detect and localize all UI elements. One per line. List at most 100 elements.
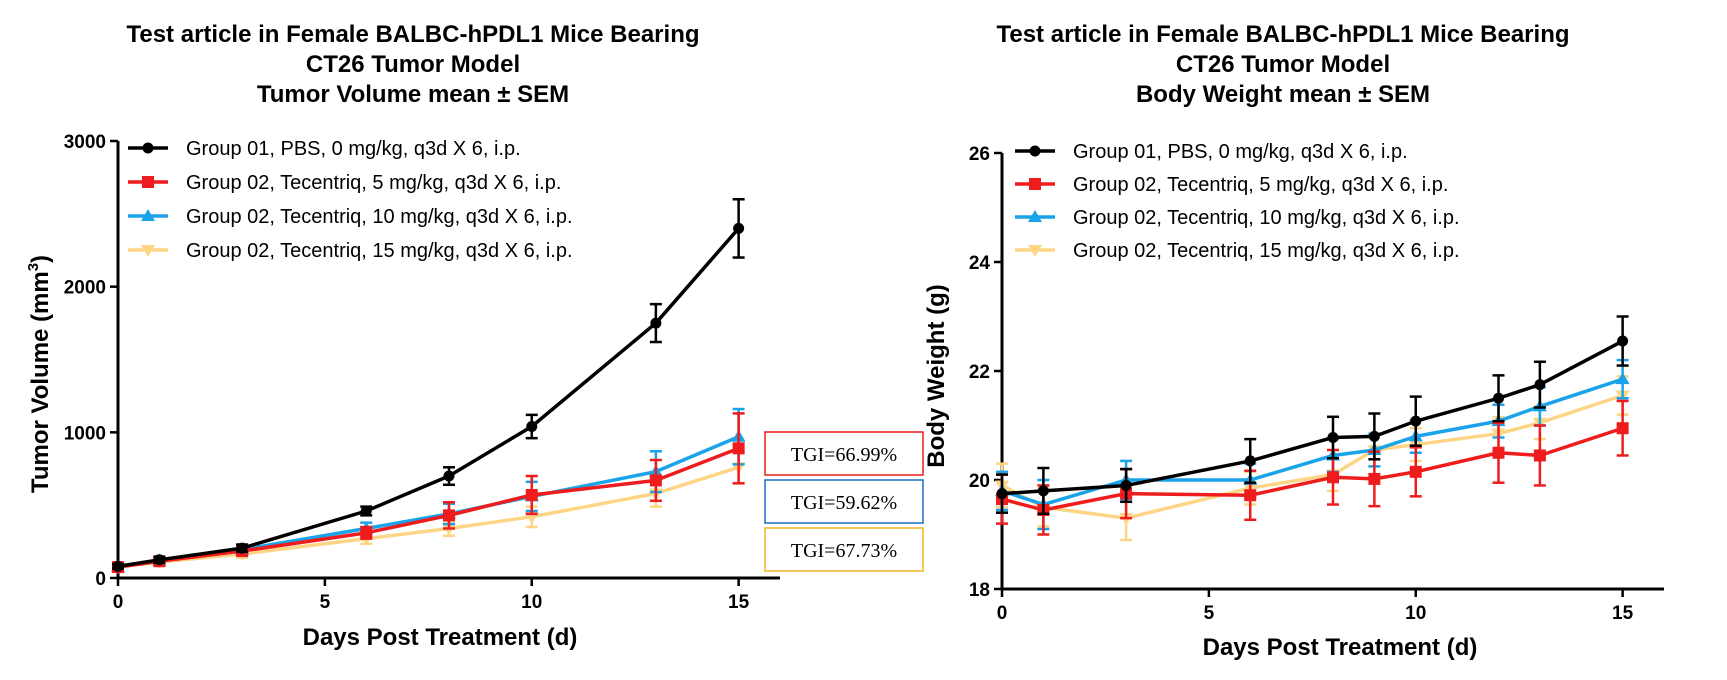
legend-label: Group 02, Tecentriq, 10 mg/kg, q3d X 6, … bbox=[186, 206, 573, 228]
data-point bbox=[1244, 489, 1257, 502]
data-point bbox=[526, 421, 538, 433]
series-line bbox=[1001, 339, 1624, 496]
data-point bbox=[1368, 430, 1380, 442]
y-tick-label: 22 bbox=[969, 362, 990, 383]
x-tick-label: 10 bbox=[1405, 603, 1426, 624]
x-tick-label: 10 bbox=[521, 592, 542, 613]
data-point bbox=[1492, 446, 1505, 459]
chart-title-line-1: Test article in Female BALBC-hPDL1 Mice … bbox=[126, 21, 699, 48]
tgi-text-5mg: TGI=66.99% bbox=[791, 444, 897, 466]
x-axis-label: Days Post Treatment (d) bbox=[1203, 634, 1478, 661]
legend-marker bbox=[142, 142, 154, 154]
data-point bbox=[1493, 392, 1504, 404]
legend-marker bbox=[1028, 245, 1042, 257]
series-1 bbox=[112, 198, 745, 572]
y-axis-label-text: Tumor Volume (mm bbox=[27, 271, 54, 493]
y-tick-label: 26 bbox=[969, 144, 990, 165]
chart-title-line-3: Tumor Volume mean ± SEM bbox=[257, 81, 569, 108]
x-tick-label: 0 bbox=[113, 592, 124, 613]
y-tick-label: 3000 bbox=[64, 132, 106, 153]
x-tick-label: 5 bbox=[1204, 603, 1215, 624]
tumor-volume-chart: Test article in Female BALBC-hPDL1 Mice … bbox=[25, 21, 924, 651]
data-point bbox=[1327, 471, 1339, 484]
legend-marker bbox=[1028, 210, 1042, 222]
legend-item-2: Group 02, Tecentriq, 5 mg/kg, q3d X 6, i… bbox=[128, 172, 561, 194]
tgi-box-15mg bbox=[764, 527, 924, 572]
data-point bbox=[360, 526, 373, 539]
data-point bbox=[996, 488, 1008, 500]
data-point bbox=[649, 474, 662, 487]
tgi-annotation-5mg: TGI=66.99% bbox=[764, 431, 924, 476]
tgi-box-5mg bbox=[764, 431, 924, 476]
chart-title-line-2: CT26 Tumor Model bbox=[1176, 51, 1390, 78]
data-point bbox=[443, 509, 455, 522]
legend-marker bbox=[142, 176, 154, 188]
legend-item-3: Group 02, Tecentriq, 10 mg/kg, q3d X 6, … bbox=[1015, 207, 1460, 229]
data-point bbox=[1533, 449, 1546, 462]
series-line bbox=[117, 227, 740, 569]
tgi-annotation-10mg: TGI=59.62% bbox=[764, 479, 924, 524]
legend-item-1: Group 01, PBS, 0 mg/kg, q3d X 6, i.p. bbox=[1015, 141, 1408, 163]
legend-label: Group 02, Tecentriq, 5 mg/kg, q3d X 6, i… bbox=[1073, 174, 1448, 196]
legend-item-3: Group 02, Tecentriq, 10 mg/kg, q3d X 6, … bbox=[128, 206, 573, 228]
y-tick-label: 1000 bbox=[64, 423, 106, 444]
data-point bbox=[236, 542, 248, 554]
chart-title-line-3: Body Weight mean ± SEM bbox=[1136, 81, 1430, 108]
legend-label: Group 02, Tecentriq, 15 mg/kg, q3d X 6, … bbox=[1073, 240, 1460, 262]
series-line bbox=[117, 435, 740, 569]
data-point bbox=[1410, 415, 1422, 427]
legend-marker bbox=[1029, 178, 1041, 190]
data-point bbox=[153, 554, 165, 566]
body-weight-chart: Test article in Female BALBC-hPDL1 Mice … bbox=[923, 21, 1664, 661]
legend-marker bbox=[141, 209, 155, 221]
data-point bbox=[443, 470, 455, 482]
data-point bbox=[1368, 472, 1381, 485]
legend-label: Group 02, Tecentriq, 10 mg/kg, q3d X 6, … bbox=[1073, 207, 1460, 229]
series-line bbox=[1001, 426, 1624, 512]
x-tick-label: 15 bbox=[728, 592, 750, 613]
data-point bbox=[1534, 379, 1546, 391]
legend-label: Group 02, Tecentriq, 5 mg/kg, q3d X 6, i… bbox=[186, 172, 561, 194]
data-point bbox=[1617, 335, 1629, 347]
legend-item-1: Group 01, PBS, 0 mg/kg, q3d X 6, i.p. bbox=[128, 138, 521, 160]
data-point bbox=[1037, 485, 1049, 497]
series-line bbox=[117, 446, 740, 569]
y-tick-label: 2000 bbox=[64, 278, 106, 299]
tgi-text-10mg: TGI=59.62% bbox=[791, 492, 897, 514]
y-axis-label: Body Weight (g) bbox=[923, 284, 950, 468]
data-point bbox=[112, 560, 124, 572]
y-axis-label-close: ) bbox=[27, 255, 54, 263]
data-point bbox=[1409, 465, 1422, 478]
data-point bbox=[1327, 431, 1339, 443]
tgi-text-15mg: TGI=67.73% bbox=[791, 540, 897, 562]
y-tick-label: 0 bbox=[95, 569, 106, 590]
data-point bbox=[1244, 455, 1256, 467]
data-point bbox=[1120, 479, 1132, 491]
x-tick-label: 15 bbox=[1612, 603, 1634, 624]
series-line bbox=[1001, 377, 1624, 507]
y-tick-label: 24 bbox=[969, 253, 991, 274]
series-1 bbox=[996, 315, 1629, 516]
legend-label: Group 01, PBS, 0 mg/kg, q3d X 6, i.p. bbox=[186, 138, 521, 160]
y-tick-label: 18 bbox=[969, 580, 990, 601]
tgi-annotation-15mg: TGI=67.73% bbox=[764, 527, 924, 572]
data-point bbox=[360, 505, 372, 517]
chart-title-line-1: Test article in Female BALBC-hPDL1 Mice … bbox=[996, 21, 1569, 48]
data-point bbox=[650, 317, 662, 329]
y-axis-label-superscript: 3 bbox=[25, 263, 42, 271]
data-point bbox=[525, 488, 538, 501]
legend-marker bbox=[1029, 145, 1041, 157]
tgi-box-10mg bbox=[764, 479, 924, 524]
data-point bbox=[732, 442, 745, 455]
x-tick-label: 5 bbox=[320, 592, 331, 613]
legend-item-4: Group 02, Tecentriq, 15 mg/kg, q3d X 6, … bbox=[128, 240, 573, 262]
data-point bbox=[1616, 422, 1629, 435]
legend-item-2: Group 02, Tecentriq, 5 mg/kg, q3d X 6, i… bbox=[1015, 174, 1448, 196]
series-line bbox=[1001, 393, 1624, 520]
x-tick-label: 0 bbox=[997, 603, 1008, 624]
y-tick-label: 20 bbox=[969, 471, 990, 492]
data-point bbox=[733, 222, 745, 234]
legend-item-4: Group 02, Tecentriq, 15 mg/kg, q3d X 6, … bbox=[1015, 240, 1460, 262]
legend-label: Group 02, Tecentriq, 15 mg/kg, q3d X 6, … bbox=[186, 240, 573, 262]
